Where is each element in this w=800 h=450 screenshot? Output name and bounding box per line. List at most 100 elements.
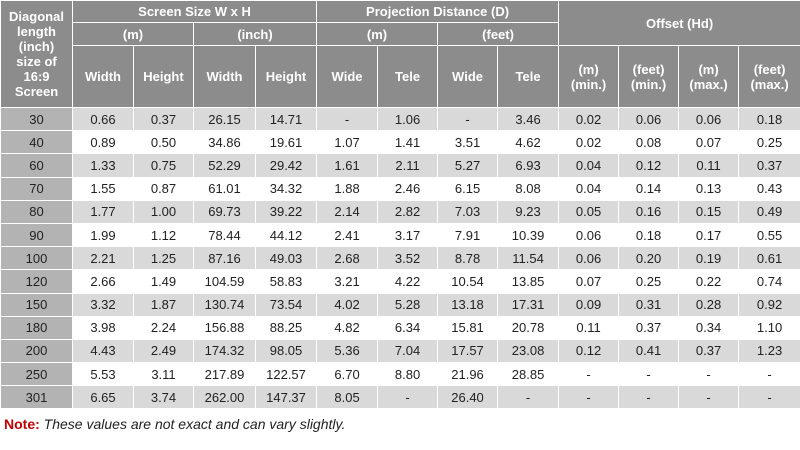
table-cell: 8.78 <box>437 246 499 271</box>
table-cell: 0.18 <box>738 106 800 132</box>
table-cell: - <box>437 106 499 132</box>
table-cell: 8.05 <box>316 385 379 410</box>
header-line: Screen <box>14 84 59 99</box>
table-cell: 88.25 <box>254 315 318 340</box>
subgroup-header: (inch) <box>192 22 318 46</box>
table-cell: 0.20 <box>618 246 680 271</box>
table-row: 30 0.66 0.37 26.15 14.71-1.06-3.46 0.02 0.06 0.… <box>0 106 800 132</box>
table-cell: 2.49 <box>133 338 194 364</box>
table-cell: 26.40 <box>437 385 499 410</box>
header-line: Wide <box>452 69 483 84</box>
header-line: Tele <box>515 69 541 84</box>
table-cell: 0.49 <box>738 199 800 224</box>
table-cell: 0.43 <box>738 176 800 201</box>
header-line: Width <box>206 69 243 84</box>
table-cell: 156.88 <box>193 315 256 340</box>
table-cell: 2.68 <box>316 246 379 271</box>
table-cell: 10.39 <box>497 222 560 248</box>
group-header: Screen Size W x H <box>71 0 318 23</box>
table-cell: - <box>558 385 620 410</box>
table-cell: 4.02 <box>316 292 379 317</box>
row-header: 90 <box>0 222 73 248</box>
table-cell: 6.70 <box>316 362 379 387</box>
table-cell: 28.85 <box>497 362 560 387</box>
table-cell: 0.11 <box>678 153 740 178</box>
column-header: Wide <box>316 45 379 108</box>
note-text: These values are not exact and can vary … <box>43 416 346 432</box>
table-cell: 3.11 <box>133 362 194 387</box>
table-cell: 78.44 <box>193 222 256 248</box>
table-cell: 0.05 <box>558 199 620 224</box>
header-line: Height <box>143 69 184 84</box>
table-cell: 1.12 <box>133 222 194 248</box>
table-cell: 0.89 <box>72 130 134 155</box>
table-cell: 0.55 <box>738 222 800 248</box>
subgroup-header: (m) <box>72 22 194 46</box>
table-cell: 0.61 <box>738 246 800 271</box>
table-cell: 3.17 <box>377 222 439 248</box>
table-cell: 14.71 <box>254 106 318 132</box>
table-cell: 0.13 <box>678 176 740 201</box>
table-cell: 0.41 <box>618 338 680 364</box>
table-cell: 0.02 <box>558 106 620 132</box>
table-cell: - <box>618 362 680 387</box>
table-row: 100 2.21 1.25 87.16 49.03 2.68 3.52 8.78 11.54 0.… <box>0 246 800 271</box>
table-cell: 4.43 <box>72 338 134 364</box>
table-cell: 6.93 <box>497 153 560 178</box>
header-line: Wide <box>331 69 363 84</box>
table-cell: 0.34 <box>678 315 740 340</box>
row-header: 250 <box>0 362 73 387</box>
table-row: 40 0.89 0.50 34.86 19.61 1.07 1.41 3.51 4.62 0.02… <box>0 130 800 155</box>
table-cell: 29.42 <box>254 153 318 178</box>
table-cell: 0.37 <box>133 106 194 132</box>
table-cell: 0.08 <box>618 130 680 155</box>
table-cell: 0.07 <box>558 269 620 294</box>
row-header: 301 <box>0 385 73 410</box>
table-cell: 4.22 <box>377 269 439 294</box>
table-cell: 0.17 <box>678 222 740 248</box>
subgroup-header: (m) <box>316 22 439 46</box>
table-cell: 1.25 <box>133 246 194 271</box>
table-cell: 17.31 <box>497 292 560 317</box>
table-row: 90 1.99 1.12 78.44 44.12 2.41 3.17 7.91 10.39 0.0… <box>0 222 800 248</box>
table-cell: 147.37 <box>254 385 318 410</box>
table-cell: 7.03 <box>437 199 499 224</box>
table-row: 80 1.77 1.00 69.73 39.22 2.14 2.82 7.03 9.23 0.05… <box>0 199 800 224</box>
header-line: (inch) <box>18 39 55 54</box>
table-cell: 0.06 <box>618 106 680 132</box>
table-cell: 6.65 <box>72 385 134 410</box>
table-cell: 21.96 <box>437 362 499 387</box>
header-line: (max.) <box>689 76 728 92</box>
table-cell: 1.61 <box>316 153 379 178</box>
table-cell: 2.14 <box>316 199 379 224</box>
table-cell: - <box>738 385 800 410</box>
header-line: size of <box>16 54 57 69</box>
table-cell: 2.41 <box>316 222 379 248</box>
table-cell: 2.66 <box>72 269 134 294</box>
table-cell: 15.81 <box>437 315 499 340</box>
table-cell: 0.11 <box>558 315 620 340</box>
header-line: Width <box>85 69 121 84</box>
table-cell: 3.51 <box>437 130 499 155</box>
table-cell: 217.89 <box>193 362 256 387</box>
table-cell: 5.28 <box>377 292 439 317</box>
table-cell: 0.04 <box>558 153 620 178</box>
table-row: 60 1.33 0.75 52.29 29.42 1.61 2.11 5.27 6.93 0.04… <box>0 153 800 178</box>
table-cell: 13.85 <box>497 269 560 294</box>
table-cell: - <box>738 362 800 387</box>
table-cell: 0.06 <box>558 222 620 248</box>
column-header: Height <box>254 45 318 108</box>
table-row: 200 4.43 2.49 174.32 98.05 5.36 7.04 17.57 23.08… <box>0 338 800 364</box>
header-line: 16:9 <box>23 69 50 84</box>
table-cell: 73.54 <box>254 292 318 317</box>
table-cell: 1.99 <box>72 222 134 248</box>
table-cell: 0.37 <box>678 338 740 364</box>
table-cell: 0.75 <box>133 153 194 178</box>
table-cell: 20.78 <box>497 315 560 340</box>
table-cell: 1.49 <box>133 269 194 294</box>
table-cell: 1.87 <box>133 292 194 317</box>
table-cell: 104.59 <box>193 269 256 294</box>
table-row: 120 2.66 1.49 104.59 58.83 3.21 4.22 10.54 13.85… <box>0 269 800 294</box>
table-cell: 5.27 <box>437 153 499 178</box>
